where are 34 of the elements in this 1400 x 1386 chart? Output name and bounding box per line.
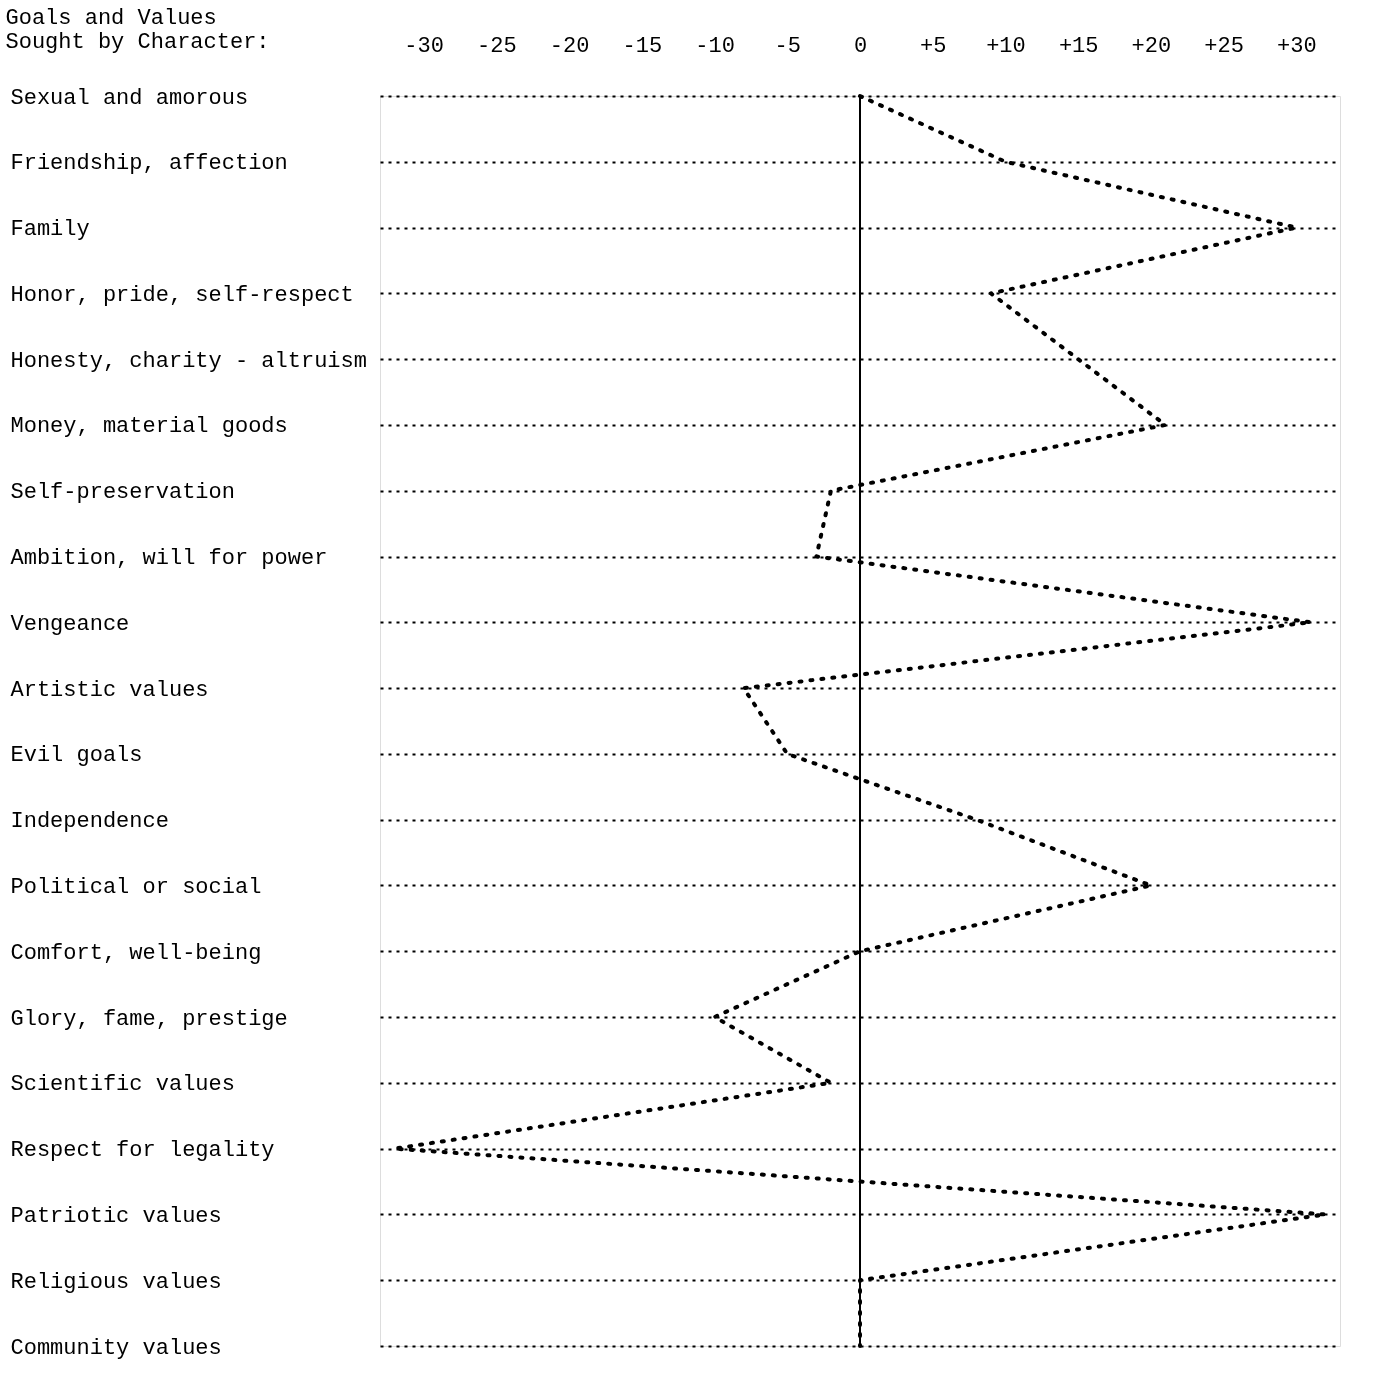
x-tick-label: +10 xyxy=(986,33,1026,59)
y-tick-label: Family xyxy=(10,217,90,243)
y-tick-label: Scientific values xyxy=(10,1072,235,1098)
y-tick-label: Patriotic values xyxy=(10,1203,222,1229)
y-tick-label: Vengeance xyxy=(10,611,130,637)
x-tick-label: -10 xyxy=(695,33,735,59)
y-tick-label: Respect for legality xyxy=(10,1138,275,1164)
x-tick-label: -30 xyxy=(404,33,444,59)
x-tick-label: -20 xyxy=(549,33,590,59)
y-tick-label: Glory, fame, prestige xyxy=(10,1006,288,1032)
y-tick-label: Political or social xyxy=(10,874,262,900)
x-tick-label: +5 xyxy=(920,33,947,59)
y-tick-label: Artistic values xyxy=(10,677,209,703)
y-tick-label: Independence xyxy=(10,809,169,835)
y-tick-label: Evil goals xyxy=(10,743,143,769)
x-tick-label: +20 xyxy=(1131,33,1172,59)
y-tick-label: Community values xyxy=(10,1335,222,1361)
x-tick-label: -5 xyxy=(774,33,801,59)
y-tick-label: Self-preservation xyxy=(10,480,235,506)
y-tick-label: Religious values xyxy=(10,1269,222,1295)
y-tick-label: Honor, pride, self-respect xyxy=(10,282,354,308)
y-tick-label: Sexual and amorous xyxy=(10,85,249,111)
x-tick-label: +15 xyxy=(1058,33,1099,59)
y-axis-title: Goals and Values Sought by Character: xyxy=(5,5,270,55)
x-tick-label: -15 xyxy=(622,33,663,59)
x-tick-label: 0 xyxy=(853,33,868,59)
y-tick-label: Money, material goods xyxy=(10,414,288,440)
y-tick-label: Ambition, will for power xyxy=(10,546,328,572)
x-tick-label: +25 xyxy=(1204,33,1244,59)
y-tick-label: Honesty, charity - altruism xyxy=(10,348,367,374)
x-tick-label: +30 xyxy=(1277,33,1317,59)
y-tick-label: Comfort, well-being xyxy=(10,940,262,966)
x-tick-label: -25 xyxy=(477,33,517,59)
y-tick-label: Friendship, affection xyxy=(10,151,288,177)
